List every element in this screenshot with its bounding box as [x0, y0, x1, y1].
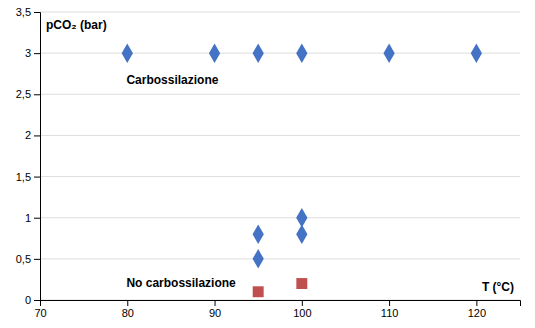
y-tick-label: 2 — [25, 129, 31, 141]
y-tick-label: 3,5 — [16, 6, 31, 18]
y-tick: 2 — [25, 129, 40, 141]
x-tick-mark — [215, 300, 216, 306]
grid-line — [40, 258, 520, 259]
x-tick-label: 80 — [122, 307, 134, 319]
x-tick-label: 90 — [209, 307, 221, 319]
x-tick-label: 110 — [381, 307, 399, 319]
diamond-point — [471, 43, 482, 63]
y-tick-label: 0 — [25, 294, 31, 306]
x-tick: 90 — [209, 300, 221, 319]
y-tick-mark — [34, 300, 40, 301]
y-tick: 2,5 — [16, 88, 40, 100]
texts: pCO₂ (bar) T (°C) Carbossilazione No carbos… — [46, 18, 514, 294]
y-tick: 3,5 — [16, 6, 40, 18]
x-tick-label: 100 — [293, 307, 311, 319]
x-axis: 70 80 90 100 110 120 — [34, 300, 520, 319]
y-tick: 1,5 — [16, 171, 40, 183]
marks — [122, 43, 482, 297]
diamond-point — [383, 43, 394, 63]
diamond-point — [253, 43, 264, 63]
diamond-point — [296, 43, 307, 63]
x-tick-mark — [476, 300, 477, 306]
grid-line — [40, 176, 520, 177]
y-tick: 0,5 — [16, 253, 40, 265]
x-tick-label: 120 — [468, 307, 486, 319]
y-tick-mark — [34, 218, 40, 219]
grid-line — [40, 12, 520, 13]
annotation: Carbossilazione — [126, 73, 218, 87]
x-axis-label: T (°C) — [482, 280, 514, 294]
diamond-point — [296, 208, 307, 228]
chart: 70 80 90 100 110 120 0 0,5 1 1,5 2 2,5 3 3,5 pCO₂ (bar… — [0, 0, 535, 328]
y-tick: 1 — [25, 212, 40, 224]
series — [122, 43, 482, 268]
y-tick-label: 3 — [25, 47, 31, 59]
y-tick-mark — [34, 94, 40, 95]
y-axis-line — [34, 13, 41, 301]
x-tick: 100 — [293, 300, 311, 319]
x-tick-label: 70 — [34, 307, 46, 319]
x-tick: 110 — [381, 300, 399, 319]
plot: 70 80 90 100 110 120 0 0,5 1 1,5 2 2,5 3 3,5 pCO₂ (bar… — [16, 6, 521, 319]
square-point — [253, 286, 264, 297]
y-tick-mark — [34, 259, 40, 260]
square-point — [296, 278, 307, 289]
x-tick-mark — [389, 300, 390, 306]
grid-line — [40, 94, 520, 95]
y-tick-label: 1 — [25, 212, 31, 224]
x-tick: 80 — [122, 300, 134, 319]
grid-line — [40, 53, 520, 54]
y-tick-label: 1,5 — [16, 171, 31, 183]
y-tick-label: 0,5 — [16, 253, 31, 265]
grid-line — [40, 217, 520, 218]
diamond-point — [253, 249, 264, 269]
diamond-point — [122, 43, 133, 63]
series — [253, 278, 308, 297]
y-tick: 3 — [25, 47, 40, 59]
x-tick: 70 — [34, 300, 46, 319]
y-tick-mark — [34, 135, 40, 136]
annotation: No carbossilazione — [126, 276, 236, 290]
y-tick-mark — [34, 12, 40, 13]
y-axis-label: pCO₂ (bar) — [46, 18, 107, 32]
y-tick: 0 — [25, 294, 40, 306]
y-tick-label: 2,5 — [16, 88, 31, 100]
x-axis-line — [41, 301, 521, 307]
diamond-point — [253, 224, 264, 244]
x-tick-mark — [302, 300, 303, 306]
y-tick-mark — [34, 53, 40, 54]
y-tick-mark — [34, 177, 40, 178]
x-tick: 120 — [468, 300, 486, 319]
grid — [40, 12, 520, 300]
diamond-point — [209, 43, 220, 63]
y-axis: 0 0,5 1 1,5 2 2,5 3 3,5 — [16, 6, 41, 306]
grid-line — [40, 135, 520, 136]
x-tick-mark — [127, 300, 128, 306]
